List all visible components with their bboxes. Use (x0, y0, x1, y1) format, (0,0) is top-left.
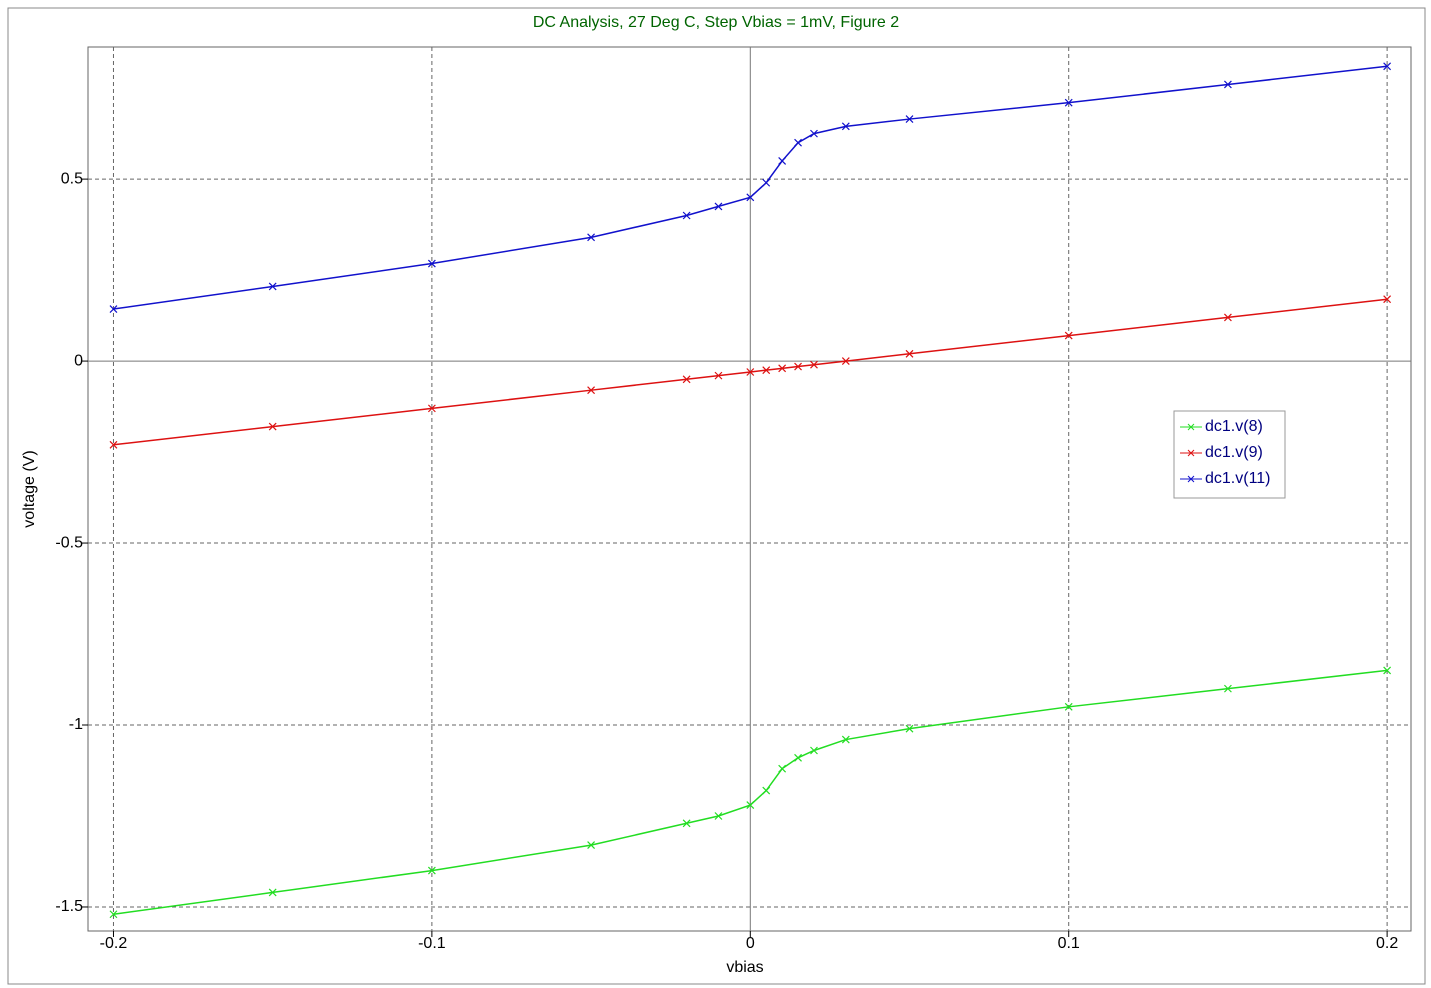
x-tick-label: 0.2 (1376, 935, 1398, 952)
point-marker (714, 202, 723, 211)
point-marker (778, 764, 787, 773)
x-tick-label: 0 (746, 935, 755, 952)
point-marker (794, 138, 802, 147)
y-axis-label: voltage (V) (21, 450, 38, 527)
point-marker (746, 801, 755, 810)
series-line (113, 298, 1388, 446)
point-marker (682, 211, 691, 220)
point-marker (714, 812, 723, 820)
point-marker (714, 371, 723, 380)
point-marker (1383, 62, 1392, 71)
y-tick-label: 0.5 (61, 170, 83, 187)
x-tick-label: 0.1 (1058, 935, 1080, 952)
legend-label: dc1.v(11) (1205, 470, 1271, 487)
point-marker (1064, 98, 1073, 107)
point-marker (1383, 295, 1392, 304)
point-marker (1223, 313, 1232, 322)
series-line (113, 669, 1388, 916)
y-tick-label: -0.5 (55, 534, 83, 551)
point-marker (905, 115, 914, 123)
point-marker (109, 305, 118, 313)
point-marker (587, 386, 596, 395)
point-marker (268, 888, 277, 897)
point-marker (427, 404, 436, 413)
point-marker (109, 440, 118, 449)
point-marker (841, 122, 850, 131)
legend-marker (1187, 475, 1195, 483)
plot-frame (87, 46, 1412, 932)
y-tick-label: -1.5 (55, 898, 83, 915)
point-marker (268, 282, 277, 291)
point-marker (427, 866, 436, 875)
point-marker (841, 735, 850, 744)
legend-marker (1187, 449, 1195, 457)
y-tick-label: 0 (74, 352, 83, 369)
legend-label: dc1.v(8) (1205, 418, 1263, 435)
point-marker (682, 819, 691, 828)
chart-title: DC Analysis, 27 Deg C, Step Vbias = 1mV,… (533, 14, 899, 31)
x-tick-label: -0.2 (100, 935, 128, 952)
point-marker (1223, 684, 1232, 693)
x-tick-label: -0.1 (418, 935, 446, 952)
point-marker (1064, 331, 1073, 340)
point-marker (778, 364, 787, 373)
y-tick-label: -1 (69, 716, 83, 733)
point-marker (762, 178, 771, 187)
point-marker (905, 349, 914, 358)
x-axis-label: vbias (726, 959, 763, 976)
point-marker (682, 375, 691, 384)
point-marker (746, 193, 755, 202)
point-marker (762, 786, 771, 795)
point-marker (427, 259, 436, 268)
point-marker (810, 129, 818, 138)
point-marker (587, 841, 596, 850)
legend-label: dc1.v(9) (1205, 444, 1263, 461)
point-marker (810, 746, 818, 755)
outer-frame (7, 7, 1426, 985)
point-marker (746, 368, 755, 376)
point-marker (905, 724, 914, 733)
point-marker (268, 422, 277, 431)
point-marker (841, 357, 850, 366)
point-marker (794, 362, 802, 371)
point-marker (1064, 702, 1073, 711)
point-marker (109, 910, 118, 919)
point-marker (778, 156, 787, 165)
point-marker (794, 753, 802, 762)
legend-marker (1187, 423, 1195, 431)
point-marker (1383, 666, 1392, 675)
series-line (113, 65, 1388, 310)
point-marker (810, 360, 818, 369)
point-marker (762, 366, 771, 375)
point-marker (1223, 80, 1232, 89)
point-marker (587, 233, 596, 242)
legend: dc1.v(8) dc1.v(9) dc1.v(11) (1173, 410, 1286, 499)
